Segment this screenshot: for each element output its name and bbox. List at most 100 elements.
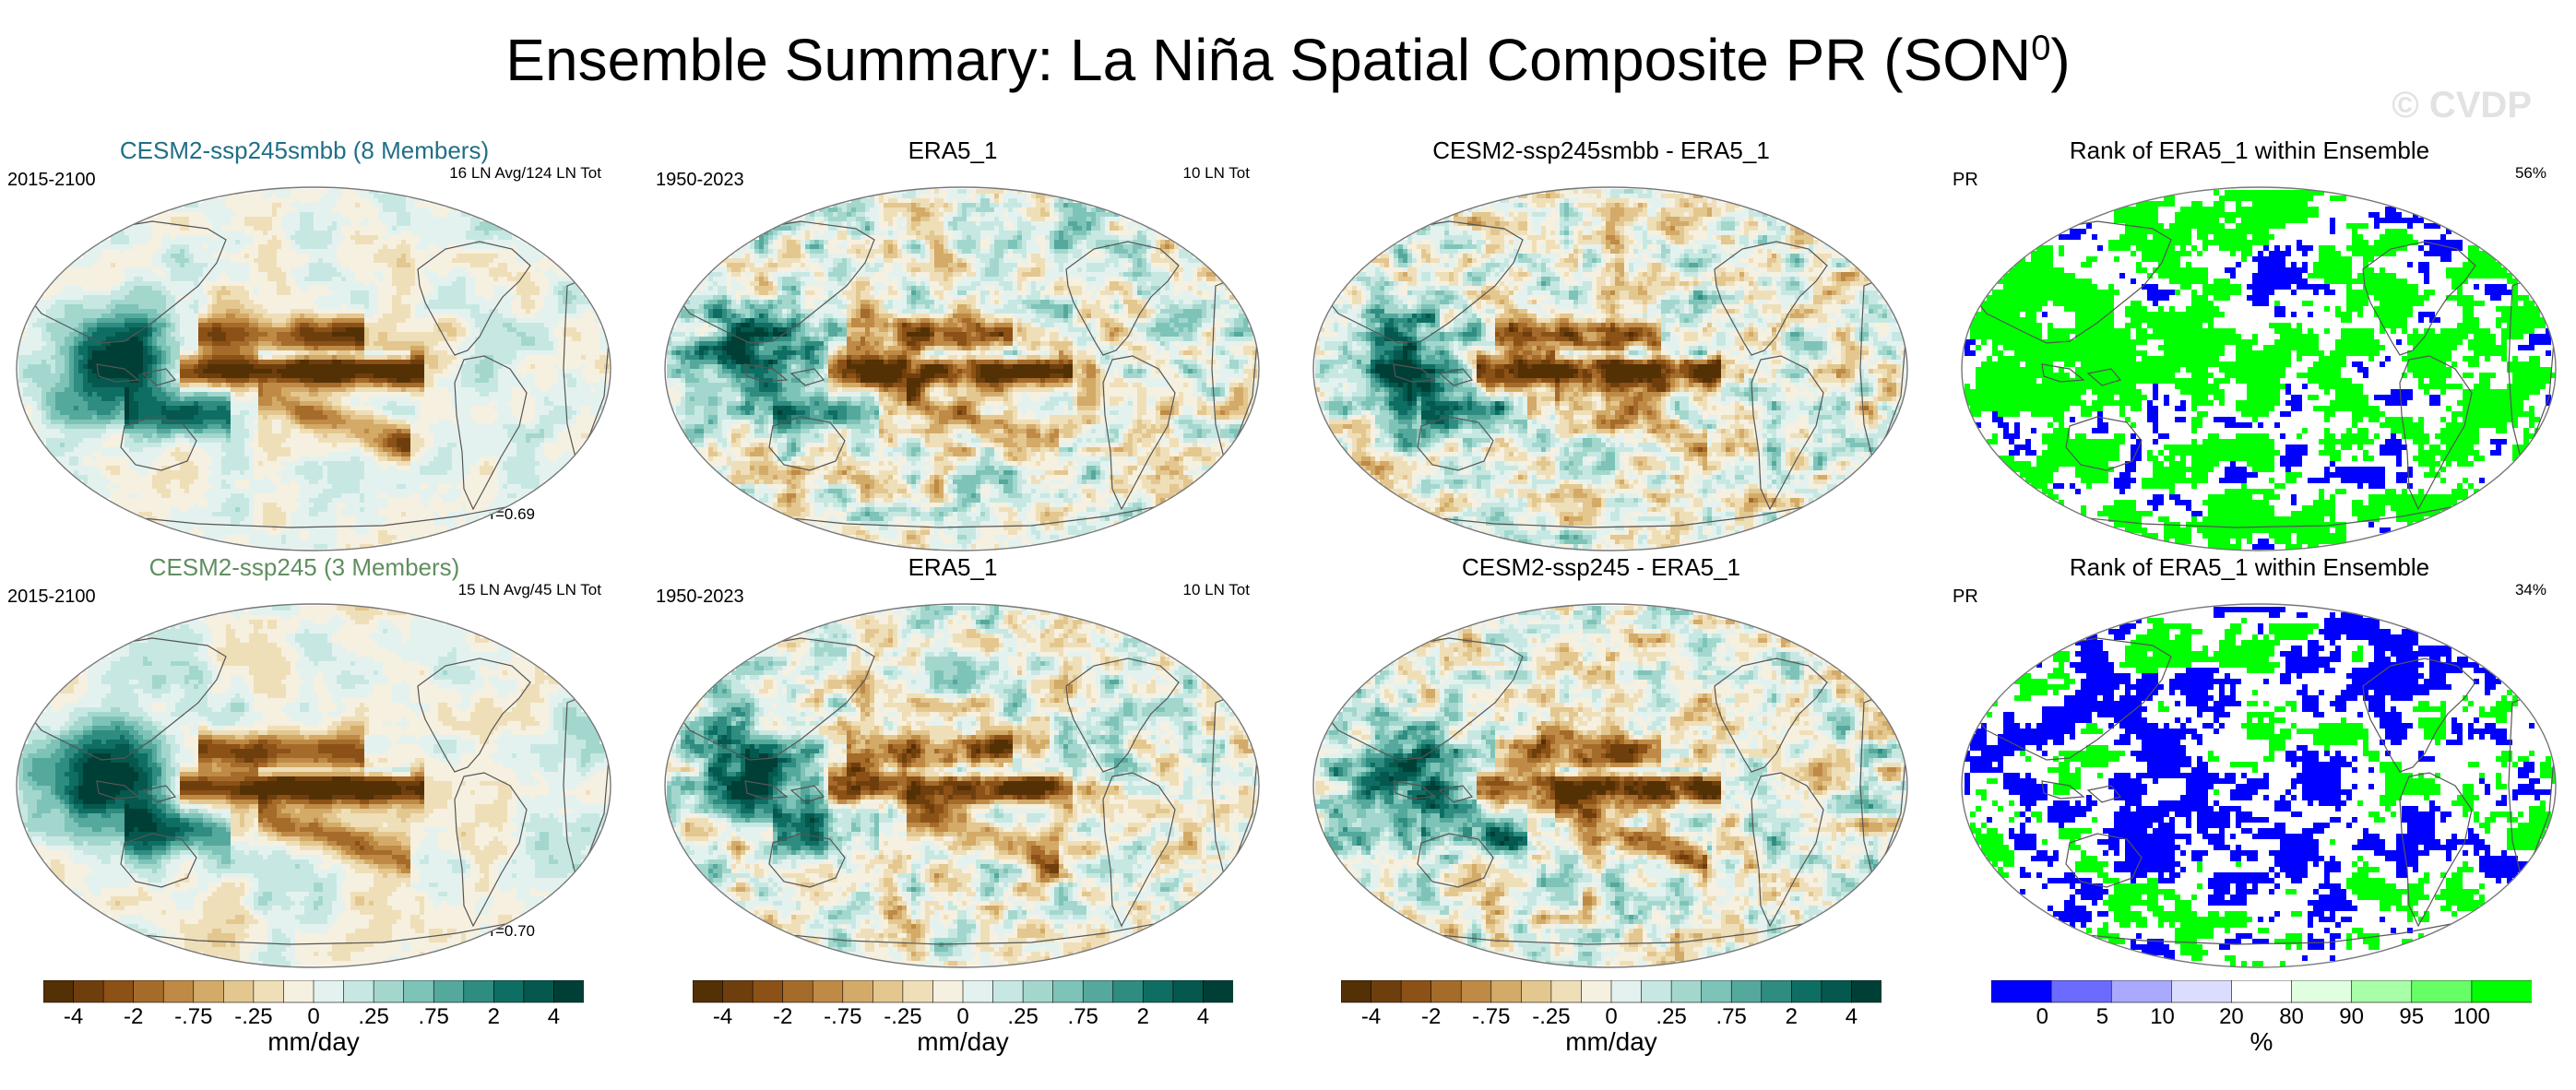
panel-years: 2015-2100 bbox=[7, 586, 96, 608]
colorbar-swatch bbox=[2050, 980, 2112, 1003]
colorbar-swatches bbox=[1991, 980, 2532, 1003]
map-r1c3 bbox=[1312, 186, 1908, 551]
colorbar-tick-label: -.75 bbox=[1472, 1004, 1510, 1030]
colorbar-tick-label: 100 bbox=[2453, 1004, 2490, 1030]
colorbar-swatch bbox=[2291, 980, 2353, 1003]
colorbar-tick-label: -.25 bbox=[884, 1004, 921, 1030]
map-r1c2 bbox=[664, 186, 1260, 551]
colorbar-swatch bbox=[2471, 980, 2532, 1003]
colorbar-swatch bbox=[1991, 980, 2052, 1003]
colorbar-swatch bbox=[873, 980, 904, 1003]
colorbar-swatch bbox=[283, 980, 315, 1003]
panel-r1c4: Rank of ERA5_1 within Ensemble PR 56% bbox=[1945, 136, 2557, 551]
colorbar-swatch bbox=[722, 980, 754, 1003]
colorbar-tick-label: 5 bbox=[2096, 1004, 2108, 1030]
colorbar-swatch bbox=[1203, 980, 1233, 1003]
panel-r2c2: ERA5_1 1950-2023 10 LN Tot bbox=[648, 553, 1260, 968]
colorbar-unit-label: mm/day bbox=[43, 1027, 584, 1057]
colorbar-swatch bbox=[2110, 980, 2172, 1003]
colorbar-tick-label: 20 bbox=[2219, 1004, 2244, 1030]
map-r1c1 bbox=[16, 186, 611, 551]
panel-title: ERA5_1 bbox=[648, 136, 1257, 165]
colorbar-swatch bbox=[902, 980, 934, 1003]
colorbar-swatches bbox=[1341, 980, 1882, 1003]
panel-count: 16 LN Avg/124 LN Tot bbox=[449, 164, 601, 183]
colorbar-swatch bbox=[812, 980, 844, 1003]
colorbar-swatch bbox=[1821, 980, 1853, 1003]
colorbar-swatch bbox=[1641, 980, 1672, 1003]
cvdp-watermark: © CVDP bbox=[2392, 85, 2532, 126]
colorbar-tick-label: 95 bbox=[2399, 1004, 2424, 1030]
colorbar-tick-label: -4 bbox=[64, 1004, 83, 1030]
colorbar-tick-label: .75 bbox=[1068, 1004, 1098, 1030]
colorbar-tick-label: .25 bbox=[1656, 1004, 1686, 1030]
panel-years: 2015-2100 bbox=[7, 170, 96, 191]
colorbar-swatch bbox=[1521, 980, 1552, 1003]
panel-r1c3: CESM2-ssp245smbb - ERA5_1 bbox=[1297, 136, 1908, 551]
colorbar-swatch bbox=[553, 980, 584, 1003]
colorbar-swatch bbox=[2171, 980, 2233, 1003]
colorbar-swatch bbox=[1791, 980, 1822, 1003]
colorbar-swatch bbox=[373, 980, 405, 1003]
colorbar-swatch bbox=[403, 980, 434, 1003]
colorbar-swatch bbox=[992, 980, 1024, 1003]
colorbar-swatch bbox=[1550, 980, 1583, 1003]
colorbar-swatch bbox=[1371, 980, 1402, 1003]
colorbar-tick-label: -2 bbox=[773, 1004, 792, 1030]
panel-count: 10 LN Tot bbox=[1183, 581, 1250, 599]
panel-title: Rank of ERA5_1 within Ensemble bbox=[1945, 136, 2554, 165]
colorbar-swatch bbox=[1670, 980, 1703, 1003]
colorbar-tick-label: -4 bbox=[713, 1004, 732, 1030]
panel-r2c4: Rank of ERA5_1 within Ensemble PR 34% bbox=[1945, 553, 2557, 968]
colorbar-swatch bbox=[73, 980, 104, 1003]
colorbar-swatch bbox=[1052, 980, 1084, 1003]
map-r2c3 bbox=[1312, 603, 1908, 968]
colorbar-swatch bbox=[223, 980, 255, 1003]
colorbar-swatch bbox=[932, 980, 964, 1003]
colorbar-tick-label: .25 bbox=[358, 1004, 388, 1030]
panel-r2c3: CESM2-ssp245 - ERA5_1 bbox=[1297, 553, 1908, 968]
map-r1c4 bbox=[1961, 186, 2557, 551]
colorbar-unit-label: % bbox=[1991, 1027, 2532, 1057]
colorbar-ticks: -4 -2 -.75 -.25 0 .25 .75 2 4 bbox=[1341, 1004, 1882, 1034]
colorbar-swatch bbox=[752, 980, 784, 1003]
colorbar-swatch bbox=[162, 980, 195, 1003]
colorbar-swatch bbox=[693, 980, 724, 1003]
colorbar-swatch bbox=[1701, 980, 1732, 1003]
colorbar-tick-label: 4 bbox=[1197, 1004, 1209, 1030]
colorbar-swatch bbox=[343, 980, 374, 1003]
colorbar-swatch bbox=[102, 980, 135, 1003]
colorbar-swatch bbox=[433, 980, 465, 1003]
colorbar-swatch bbox=[1460, 980, 1492, 1003]
colorbar-swatch bbox=[2351, 980, 2413, 1003]
colorbar-swatch bbox=[2411, 980, 2473, 1003]
colorbar-tick-label: .25 bbox=[1007, 1004, 1038, 1030]
colorbar-tick-label: 2 bbox=[1786, 1004, 1798, 1030]
panel-rank-percent: 34% bbox=[2515, 581, 2546, 599]
panel-rank-percent: 56% bbox=[2515, 164, 2546, 183]
panel-variable: PR bbox=[1953, 170, 1978, 191]
colorbar-swatch bbox=[1851, 980, 1882, 1003]
colorbar-swatch bbox=[313, 980, 345, 1003]
colorbar-tick-label: 90 bbox=[2339, 1004, 2364, 1030]
colorbar-tick-label: -.25 bbox=[1532, 1004, 1570, 1030]
colorbar-tick-label: 0 bbox=[956, 1004, 968, 1030]
panel-title: CESM2-ssp245 - ERA5_1 bbox=[1297, 553, 1905, 582]
map-r2c2 bbox=[664, 603, 1260, 968]
colorbar-swatch bbox=[253, 980, 285, 1003]
panel-title: CESM2-ssp245smbb - ERA5_1 bbox=[1297, 136, 1905, 165]
colorbar-swatch bbox=[523, 980, 555, 1003]
colorbar-swatch bbox=[1022, 980, 1054, 1003]
colorbar-tick-label: -.25 bbox=[234, 1004, 272, 1030]
colorbar-swatch bbox=[1112, 980, 1144, 1003]
panel-title: CESM2-ssp245smbb (8 Members) bbox=[0, 136, 609, 165]
colorbar-tick-label: 2 bbox=[1137, 1004, 1149, 1030]
colorbar-tick-label: -2 bbox=[124, 1004, 143, 1030]
panel-title: CESM2-ssp245 (3 Members) bbox=[0, 553, 609, 582]
panel-count: 10 LN Tot bbox=[1183, 164, 1250, 183]
panel-r1c1: CESM2-ssp245smbb (8 Members) 2015-2100 1… bbox=[0, 136, 611, 551]
colorbar-tick-label: 0 bbox=[307, 1004, 319, 1030]
panel-count: 15 LN Avg/45 LN Tot bbox=[458, 581, 601, 599]
colorbar-tick-label: 10 bbox=[2150, 1004, 2175, 1030]
colorbar-tick-label: 80 bbox=[2279, 1004, 2304, 1030]
